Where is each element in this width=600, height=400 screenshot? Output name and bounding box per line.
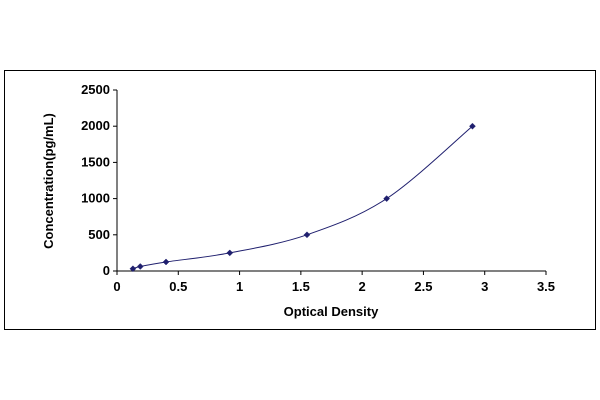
x-tick-label: 1.5: [292, 279, 310, 294]
x-axis-title: Optical Density: [284, 304, 379, 319]
y-tick-label: 0: [103, 263, 110, 278]
data-point: [136, 263, 144, 270]
x-tick-label: 2: [359, 279, 366, 294]
data-point: [162, 258, 170, 266]
x-tick-label: 0.5: [169, 279, 187, 294]
y-tick-label: 1000: [81, 191, 110, 206]
x-tick-label: 3: [481, 279, 488, 294]
y-axis-title: Concentration(pg/mL): [41, 113, 56, 249]
data-point: [129, 265, 137, 273]
data-point: [303, 231, 311, 239]
data-point: [469, 122, 476, 130]
standard-curve-chart: 0 500 1000 1500 2000 2500 0 0.5 1 1.5 2 2.5 3 3.5 Opt…: [41, 82, 555, 319]
y-tick-label: 500: [88, 227, 110, 242]
chart-frame: 0 500 1000 1500 2000 2500 0 0.5 1 1.5 2 2.5 3 3.5 Opt…: [4, 70, 596, 330]
x-tick-label: 2.5: [414, 279, 432, 294]
x-tick-label: 1: [236, 279, 243, 294]
plot-area: 0 500 1000 1500 2000 2500 0 0.5 1 1.5 2 2.5 3 3.5: [81, 82, 555, 294]
data-point: [226, 249, 234, 257]
y-tick-label: 1500: [81, 154, 110, 169]
y-tick-label: 2500: [81, 82, 110, 97]
series-line: [132, 125, 473, 270]
data-point: [383, 195, 391, 202]
x-tick-label: 3.5: [537, 279, 555, 294]
x-tick-label: 0: [113, 279, 120, 294]
y-tick-label: 2000: [81, 118, 110, 133]
